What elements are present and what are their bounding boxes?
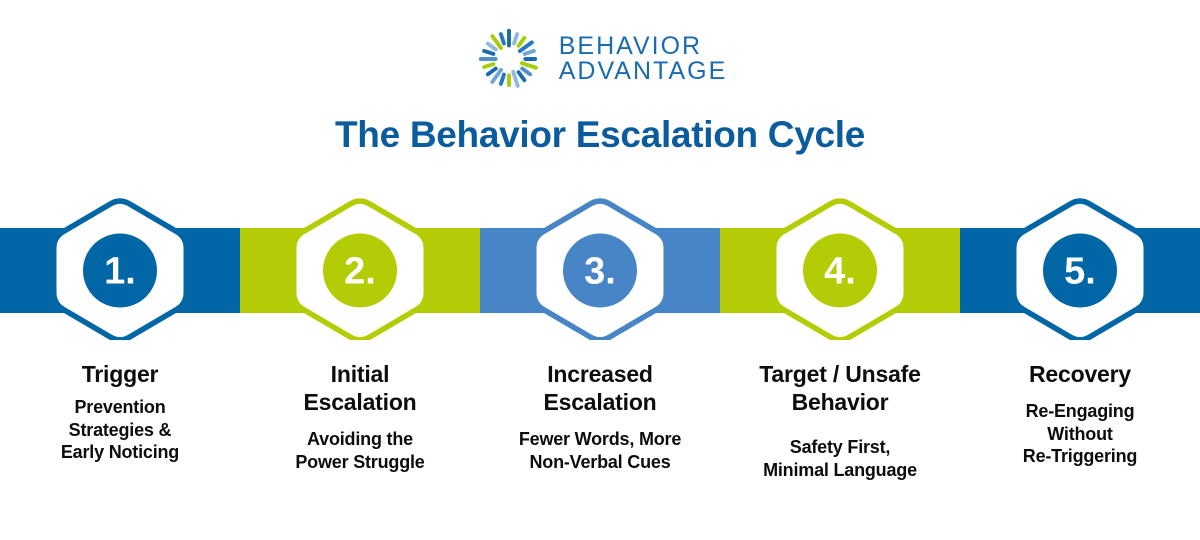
step-title-line: Escalation — [303, 389, 417, 416]
hexagon-layer: 1. 2. 3. 4. 5. — [51, 198, 1149, 340]
step-label-2: Initial Escalation Avoiding the Power Strug… — [240, 360, 480, 510]
brand-logo: BEHAVIOR ADVANTAGE — [0, 18, 1200, 100]
step-number-text-3: 3. — [584, 251, 616, 293]
step-label-4: Target / Unsafe Behavior Safety First, Mini… — [720, 360, 960, 510]
step-title-line: Initial — [330, 361, 390, 387]
step-number-text-4: 4. — [824, 251, 856, 293]
brand-wordmark-line1: BEHAVIOR — [558, 31, 703, 60]
step-subtitle-5: Re-Engaging Without Re-Triggering — [1022, 400, 1138, 468]
brand-wordmark: BEHAVIOR ADVANTAGE — [558, 31, 728, 85]
step-number-text-1: 1. — [104, 251, 136, 293]
step-subtitle-line: Minimal Language — [763, 459, 917, 480]
step-title-line: Escalation — [543, 389, 657, 416]
step-title-3: Increased Escalation — [543, 360, 656, 416]
brand-wordmark-line2: ADVANTAGE — [558, 57, 728, 85]
step-hexagon-5[interactable]: 5. — [1011, 198, 1149, 340]
step-label-5: Recovery Re-Engaging Without Re-Triggering — [960, 360, 1200, 510]
step-subtitle-line: Non-Verbal Cues — [529, 451, 671, 472]
step-number-circle-5 — [1043, 233, 1117, 308]
step-subtitle-line: Power Struggle — [295, 451, 425, 472]
step-subtitle-line: Re-Engaging — [1025, 401, 1135, 422]
step-subtitle-line: Fewer Words, More — [518, 429, 682, 450]
step-hexagon-2[interactable]: 2. — [291, 198, 429, 340]
chain-graphic: 1. 2. 3. 4. 5. — [0, 198, 1200, 340]
step-title-line: Increased — [547, 361, 653, 387]
step-title-line: Recovery — [1029, 361, 1131, 387]
step-subtitle-line: Strategies & — [68, 419, 172, 440]
step-subtitle-2: Avoiding the Power Struggle — [295, 428, 424, 473]
step-title-line: Target / Unsafe — [759, 361, 921, 387]
radial-burst-icon — [478, 28, 538, 88]
step-subtitle-3: Fewer Words, More Non-Verbal Cues — [518, 428, 682, 473]
step-number-circle-2 — [323, 233, 397, 308]
step-title-2: Initial Escalation — [303, 360, 416, 416]
step-hexagon-1[interactable]: 1. — [51, 198, 189, 340]
step-number-circle-4 — [803, 233, 877, 308]
step-label-1: Trigger Prevention Strategies & Early Notic… — [0, 360, 240, 510]
step-subtitle-line: Avoiding the — [307, 429, 413, 450]
step-number-text-5: 5. — [1064, 251, 1096, 293]
step-number-text-2: 2. — [344, 251, 376, 293]
step-subtitle-line: Safety First, — [789, 437, 891, 458]
step-hexagon-4[interactable]: 4. — [771, 198, 909, 340]
escalation-cycle-chain: 1. 2. 3. 4. 5. — [0, 180, 1200, 340]
step-number-circle-3 — [563, 233, 637, 308]
step-title-5: Recovery — [1029, 360, 1131, 388]
step-title-4: Target / Unsafe Behavior — [759, 360, 921, 416]
page-title: The Behavior Escalation Cycle — [334, 114, 866, 155]
step-title-1: Trigger — [82, 360, 159, 388]
step-title-line: Trigger — [81, 361, 159, 387]
step-labels: Trigger Prevention Strategies & Early Notic… — [0, 360, 1200, 510]
step-subtitle-line: Without — [1047, 423, 1113, 444]
step-number-circle-1 — [83, 233, 157, 308]
step-subtitle-line: Early Noticing — [60, 442, 180, 463]
step-subtitle-4: Safety First, Minimal Language — [763, 436, 917, 481]
step-subtitle-line: Re-Triggering — [1022, 446, 1138, 467]
step-subtitle-1: Prevention Strategies & Early Noticing — [61, 396, 179, 464]
step-hexagon-3[interactable]: 3. — [531, 198, 669, 340]
step-title-line: Behavior — [791, 389, 889, 416]
step-label-3: Increased Escalation Fewer Words, More Non-… — [480, 360, 720, 510]
step-subtitle-line: Prevention — [74, 397, 166, 418]
